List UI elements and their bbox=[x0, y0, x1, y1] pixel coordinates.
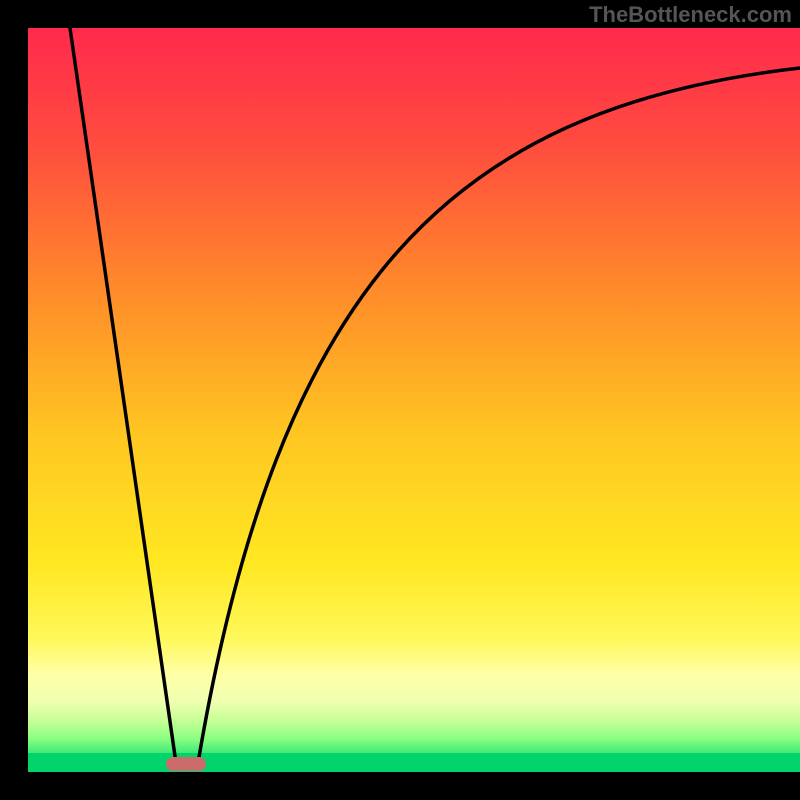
curve-right-segment bbox=[198, 68, 800, 763]
curve-left-segment bbox=[70, 28, 176, 763]
watermark-text: TheBottleneck.com bbox=[589, 2, 792, 28]
plot-area bbox=[28, 28, 800, 772]
bottleneck-curve bbox=[28, 28, 800, 772]
minimum-marker bbox=[166, 757, 206, 771]
chart-frame: TheBottleneck.com bbox=[0, 0, 800, 800]
